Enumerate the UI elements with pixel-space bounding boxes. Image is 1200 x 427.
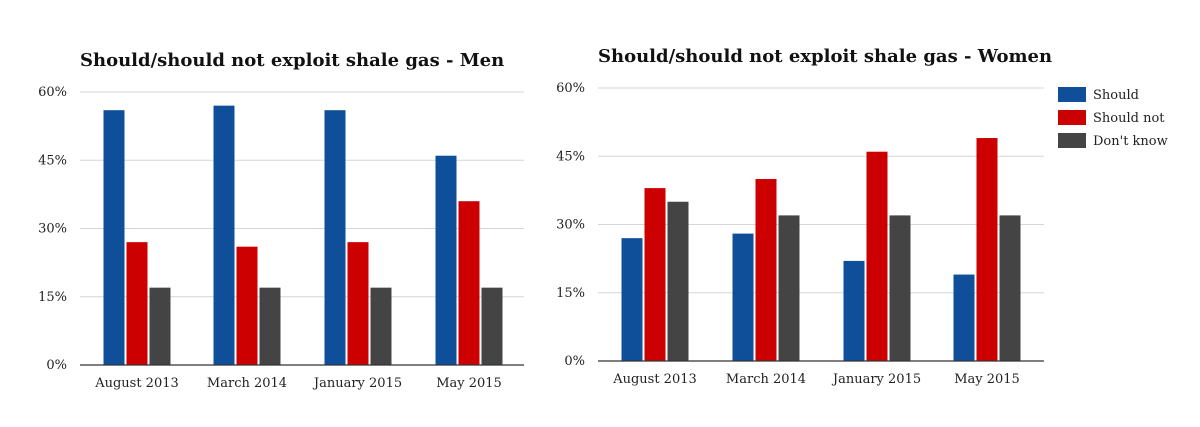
men-chart-bar-should xyxy=(324,110,346,365)
men-chart-y-tick-label: 45% xyxy=(38,153,67,168)
legend-swatch xyxy=(1058,110,1086,125)
women-chart-bar-should xyxy=(732,233,754,361)
women-chart-bar-don-t-know xyxy=(667,201,689,361)
women-chart-y-tick-label: 15% xyxy=(556,286,585,301)
men-chart-bar-should xyxy=(213,105,235,366)
women-chart-title: Should/should not exploit shale gas - Wo… xyxy=(598,46,1052,67)
women-chart-bar-should-not xyxy=(644,188,666,361)
women-chart-bar-should-not xyxy=(976,138,998,361)
women-chart-y-tick-label: 30% xyxy=(556,218,585,233)
women-chart-y-tick-label: 0% xyxy=(564,354,585,369)
women-chart-bar-should xyxy=(621,238,643,361)
women-chart-bar-should-not xyxy=(866,151,888,361)
legend-label: Should not xyxy=(1093,111,1165,126)
women-chart-x-tick-label: May 2015 xyxy=(954,372,1020,387)
men-chart-bar-don-t-know xyxy=(481,287,503,365)
women-chart-bar-don-t-know xyxy=(889,215,911,361)
men-chart-x-tick-label: March 2014 xyxy=(207,376,287,391)
legend-swatch xyxy=(1058,87,1086,102)
men-chart-x-tick-label: January 2015 xyxy=(312,376,402,391)
men-chart-title: Should/should not exploit shale gas - Me… xyxy=(80,50,504,71)
women-chart-bar-don-t-know xyxy=(778,215,800,361)
women-chart-x-tick-label: March 2014 xyxy=(726,372,806,387)
men-chart-x-tick-label: May 2015 xyxy=(436,376,502,391)
men-chart-bar-should xyxy=(435,155,457,365)
men-chart-bar-should-not xyxy=(236,246,258,365)
men-chart-bar-should xyxy=(103,110,125,365)
men-chart-y-tick-label: 30% xyxy=(38,222,67,237)
women-chart-bar-should-not xyxy=(755,179,777,361)
men-chart-bar-should-not xyxy=(126,242,148,365)
men-chart-bar-should-not xyxy=(458,201,480,365)
legend-swatch xyxy=(1058,133,1086,148)
men-chart-y-tick-label: 15% xyxy=(38,290,67,305)
men-chart-y-tick-label: 0% xyxy=(46,358,67,373)
women-chart-y-tick-label: 45% xyxy=(556,149,585,164)
men-chart-bar-don-t-know xyxy=(259,287,281,365)
women-chart-bar-don-t-know xyxy=(999,215,1021,361)
legend-label: Should xyxy=(1093,88,1139,103)
men-chart-x-tick-label: August 2013 xyxy=(94,376,179,391)
legend-label: Don't know xyxy=(1093,134,1168,149)
women-chart-bar-should xyxy=(953,274,975,361)
men-chart-bar-don-t-know xyxy=(370,287,392,365)
women-chart-x-tick-label: January 2015 xyxy=(831,372,921,387)
men-chart-bar-don-t-know xyxy=(149,287,171,365)
women-chart-bar-should xyxy=(843,260,865,361)
women-chart-x-tick-label: August 2013 xyxy=(612,372,697,387)
men-chart-y-tick-label: 60% xyxy=(38,85,67,100)
men-chart-bar-should-not xyxy=(347,242,369,365)
women-chart-y-tick-label: 60% xyxy=(556,81,585,96)
